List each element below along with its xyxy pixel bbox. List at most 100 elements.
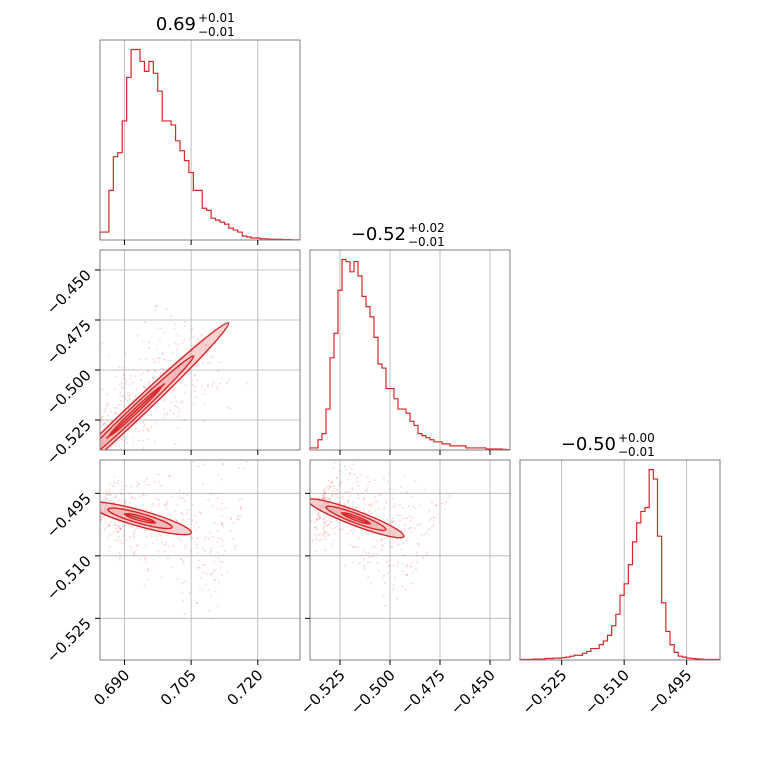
scatter-panel-2-point xyxy=(214,590,217,593)
scatter-panel-3-point xyxy=(419,504,421,507)
scatter-panel-3-point xyxy=(367,576,369,578)
scatter-panel-1-point xyxy=(131,381,133,384)
scatter-panel-3-point xyxy=(431,502,433,504)
scatter-panel-3-point xyxy=(317,512,320,515)
scatter-panel-1-point xyxy=(124,352,127,355)
scatter-panel-2-point xyxy=(210,617,213,620)
scatter-panel-1-point xyxy=(175,400,178,403)
scatter-panel-3-point xyxy=(324,495,326,498)
scatter-panel-3-point xyxy=(444,501,447,503)
scatter-panel-3-point xyxy=(366,487,369,490)
scatter-panel-3-point xyxy=(324,497,326,500)
scatter-panel-3-point xyxy=(350,529,352,532)
scatter-panel-1-point xyxy=(137,334,139,337)
scatter-panel-2-point xyxy=(130,497,132,500)
scatter-panel-1-point xyxy=(210,355,213,357)
scatter-panel-3-point xyxy=(315,526,317,528)
scatter-panel-2-point xyxy=(214,522,216,524)
scatter-panel-3-point xyxy=(391,505,394,507)
scatter-panel-3-point xyxy=(355,507,358,509)
scatter-panel-2-point xyxy=(143,585,146,587)
scatter-panel-3-point xyxy=(323,525,325,528)
scatter-panel-1-point xyxy=(198,340,200,342)
scatter-panel-1-point xyxy=(195,396,197,399)
scatter-panel-1-point xyxy=(163,399,165,401)
scatter-panel-1-point xyxy=(162,417,165,419)
scatter-panel-2-point xyxy=(233,546,236,548)
scatter-panel-3-point xyxy=(336,493,338,495)
scatter-panel-2-point xyxy=(117,520,120,522)
scatter-panel-2-point xyxy=(219,560,221,563)
scatter-panel-2-point xyxy=(194,514,196,517)
scatter-panel-3-point xyxy=(376,500,379,503)
scatter-panel-2-point xyxy=(218,557,220,559)
scatter-panel-1-point xyxy=(217,389,219,391)
scatter-panel-3-point xyxy=(386,518,388,520)
scatter-panel-1-point xyxy=(163,331,165,334)
scatter-panel-2-point xyxy=(191,537,194,539)
scatter-panel-3-point xyxy=(418,522,421,525)
scatter-panel-3-point xyxy=(408,528,410,531)
scatter-panel-3-point xyxy=(420,534,423,537)
scatter-panel-1-point xyxy=(114,453,116,455)
scatter-panel-1-point xyxy=(110,445,113,447)
scatter-panel-1-point xyxy=(106,448,109,450)
scatter-panel-3-point xyxy=(389,565,391,567)
scatter-panel-3-point xyxy=(403,554,405,556)
scatter-panel-2-point xyxy=(216,508,219,510)
scatter-panel-3-point xyxy=(427,533,429,536)
scatter-panel-1-point xyxy=(108,354,110,356)
scatter-panel-3-point xyxy=(392,588,395,591)
scatter-panel-1-point xyxy=(121,395,124,398)
scatter-panel-3-point xyxy=(403,528,406,530)
scatter-panel-3-point xyxy=(325,531,328,534)
scatter-panel-3-point xyxy=(322,534,324,536)
scatter-panel-1-point xyxy=(176,427,179,429)
scatter-panel-1-point xyxy=(102,424,105,427)
scatter-panel-1-point xyxy=(192,383,194,386)
x-axis-2: −0.450−0.475−0.500−0.525 xyxy=(297,660,499,718)
scatter-panel-2-point xyxy=(120,493,122,495)
scatter-panel-2-point xyxy=(210,547,212,549)
scatter-panel-3-point xyxy=(344,465,346,468)
scatter-panel-2 xyxy=(98,459,301,661)
scatter-panel-3-point xyxy=(323,521,326,524)
x-axis-1-tick-label-2: 0.720 xyxy=(224,666,267,709)
scatter-panel-3-point xyxy=(397,561,400,563)
scatter-panel-2-point xyxy=(213,560,215,563)
scatter-panel-2-point xyxy=(221,574,223,576)
scatter-panel-2-point xyxy=(140,528,142,530)
scatter-panel-2-point xyxy=(159,534,162,537)
scatter-panel-2-point xyxy=(196,602,199,604)
scatter-panel-1-point xyxy=(110,419,113,422)
scatter-panel-3-point xyxy=(378,494,380,497)
scatter-panel-3-point xyxy=(425,553,427,556)
scatter-panel-2-point xyxy=(119,527,122,529)
scatter-panel-3-point xyxy=(327,533,330,536)
scatter-panel-1-point xyxy=(225,382,228,384)
y-axis-3: −0.525 −0.510 −0.495 xyxy=(43,489,100,666)
scatter-panel-1-point xyxy=(159,374,161,376)
scatter-panel-2-point xyxy=(178,489,181,492)
scatter-panel-1-point xyxy=(159,338,161,340)
scatter-panel-3-point xyxy=(378,507,380,510)
scatter-panel-3-point xyxy=(377,570,380,572)
scatter-panel-2-point xyxy=(120,488,123,491)
scatter-panel-3-point xyxy=(344,469,347,471)
scatter-panel-1-point xyxy=(185,348,187,350)
scatter-panel-2-point xyxy=(197,465,199,467)
x-axis-3-tick-label-1: −0.510 xyxy=(581,666,633,718)
scatter-panel-1-point xyxy=(144,321,146,323)
scatter-panel-3-point xyxy=(360,529,363,531)
scatter-panel-3-point xyxy=(340,481,342,484)
scatter-panel-1-point xyxy=(101,419,104,422)
scatter-panel-1-point xyxy=(94,397,96,399)
scatter-panel-2-point xyxy=(174,510,177,513)
scatter-panel-3-point xyxy=(331,495,333,497)
scatter-panel-2-point xyxy=(98,527,100,529)
scatter-panel-3-point xyxy=(400,486,402,489)
scatter-panel-3-point xyxy=(316,519,318,522)
scatter-panel-3-point xyxy=(376,562,378,564)
scatter-panel-2-point xyxy=(122,535,125,538)
x-axis-2-tick-label-1: −0.475 xyxy=(397,666,449,718)
